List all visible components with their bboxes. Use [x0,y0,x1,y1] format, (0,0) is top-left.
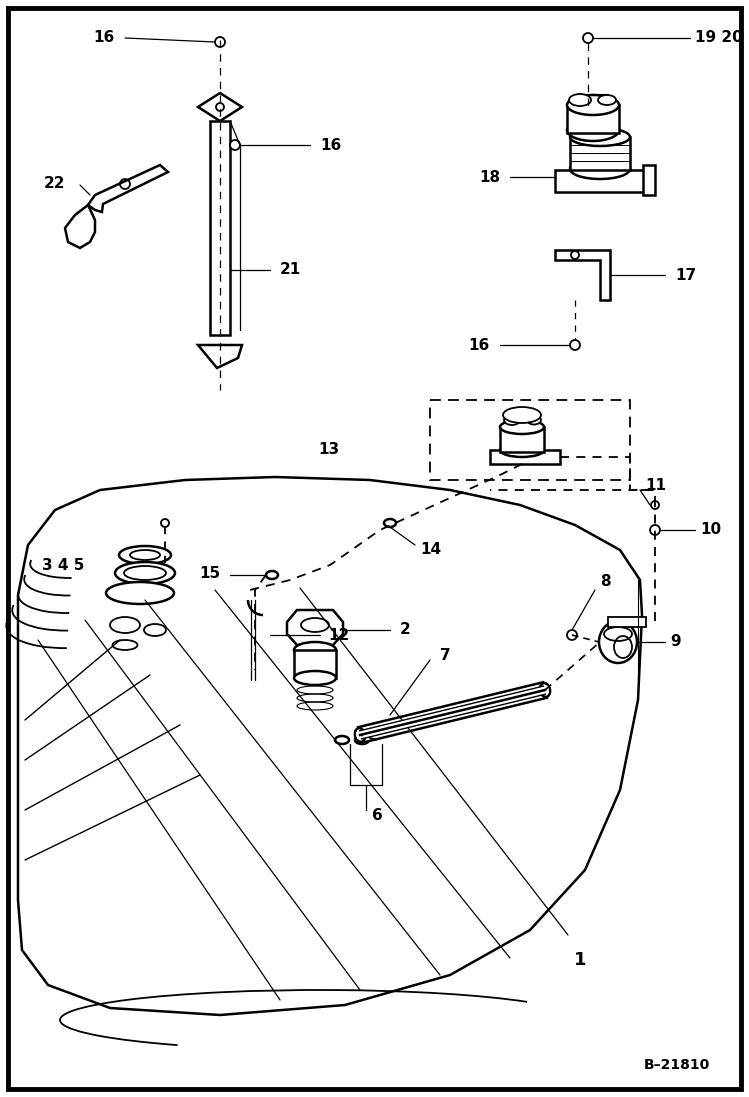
Text: 17: 17 [675,268,696,283]
Text: 11: 11 [645,477,666,493]
Text: 16: 16 [469,338,490,352]
Ellipse shape [567,118,619,142]
Circle shape [650,525,660,535]
Text: 22: 22 [43,176,65,191]
Circle shape [567,630,577,640]
Ellipse shape [500,420,544,434]
Ellipse shape [599,621,637,663]
Bar [567,105,619,133]
Ellipse shape [500,443,544,457]
Circle shape [583,33,593,43]
Text: 16: 16 [320,137,342,152]
Ellipse shape [570,159,630,179]
Polygon shape [198,344,242,367]
Text: 15: 15 [199,565,220,580]
Ellipse shape [540,683,550,697]
Text: 6: 6 [372,807,383,823]
Text: 14: 14 [420,543,441,557]
Bar [643,165,655,195]
Ellipse shape [355,728,365,742]
Text: 2: 2 [400,622,410,637]
Ellipse shape [266,572,278,579]
Ellipse shape [110,617,140,633]
Bar [210,121,230,335]
Polygon shape [358,682,547,743]
Ellipse shape [503,407,541,423]
Ellipse shape [598,95,616,105]
Ellipse shape [335,736,349,744]
Text: 8: 8 [600,575,610,589]
Ellipse shape [294,642,336,658]
Ellipse shape [355,736,369,744]
Bar [570,137,630,170]
Ellipse shape [569,94,591,106]
Text: 10: 10 [700,522,721,538]
Circle shape [570,340,580,350]
Bar [294,651,336,678]
Polygon shape [65,205,95,248]
Ellipse shape [115,562,175,584]
Bar [555,170,650,192]
Text: 3 4 5: 3 4 5 [42,557,85,573]
Circle shape [230,140,240,150]
Text: 9: 9 [670,634,681,649]
Polygon shape [555,250,610,299]
Text: 13: 13 [318,442,339,457]
Circle shape [161,519,169,527]
Text: 1: 1 [574,951,586,969]
Bar [490,450,560,464]
Circle shape [215,37,225,47]
Ellipse shape [106,583,174,604]
Ellipse shape [119,546,171,564]
Text: 7: 7 [440,647,451,663]
Ellipse shape [504,415,520,425]
Text: 16: 16 [94,31,115,45]
Bar [500,427,544,452]
Ellipse shape [570,128,630,146]
Ellipse shape [144,624,166,636]
Ellipse shape [567,95,619,115]
Text: 21: 21 [280,262,301,278]
Polygon shape [18,477,642,1015]
Polygon shape [88,165,168,212]
Circle shape [651,501,659,509]
Text: 18: 18 [479,170,500,184]
Ellipse shape [384,519,396,527]
Text: 12: 12 [328,627,349,643]
Text: 19 20: 19 20 [695,31,743,45]
Polygon shape [287,610,343,645]
Bar [608,617,646,627]
Ellipse shape [294,671,336,685]
Ellipse shape [527,416,541,425]
Polygon shape [198,93,242,121]
Text: B–21810: B–21810 [643,1058,710,1072]
